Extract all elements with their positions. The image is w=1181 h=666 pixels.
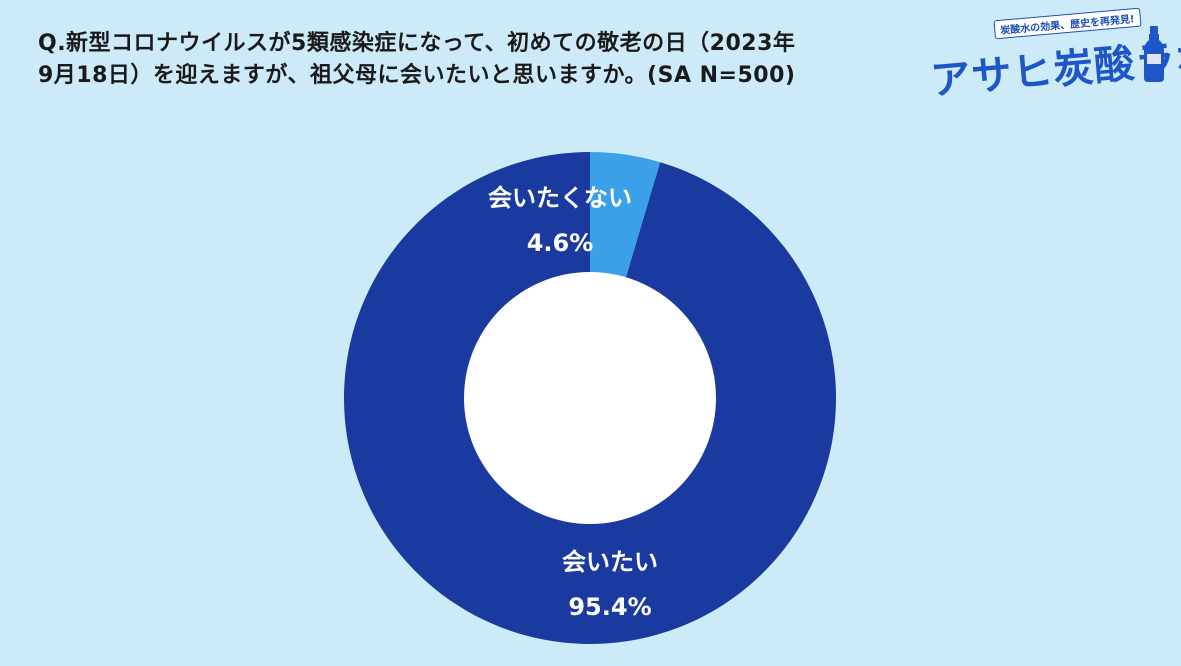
question-line-1: Q.新型コロナウイルスが5類感染症になって、初めての敬老の日（2023年 bbox=[38, 31, 796, 56]
question-title: Q.新型コロナウイルスが5類感染症になって、初めての敬老の日（2023年 9月1… bbox=[38, 28, 898, 92]
label-do-not-want-to-meet-category: 会いたくない bbox=[488, 184, 632, 212]
brand-logo: 炭酸水の効果、歴史を再発見! アサヒ炭酸ラボ bbox=[922, 7, 1181, 104]
donut-hole bbox=[464, 272, 716, 524]
question-line-2: 9月18日）を迎えますが、祖父母に会いたいと思いますか。(SA N=500) bbox=[38, 63, 796, 88]
bottle-icon bbox=[1144, 26, 1164, 82]
label-want-to-meet-value: 95.4% bbox=[568, 593, 651, 621]
label-want-to-meet-category: 会いたい bbox=[562, 548, 658, 576]
label-do-not-want-to-meet-value: 4.6% bbox=[527, 229, 594, 257]
